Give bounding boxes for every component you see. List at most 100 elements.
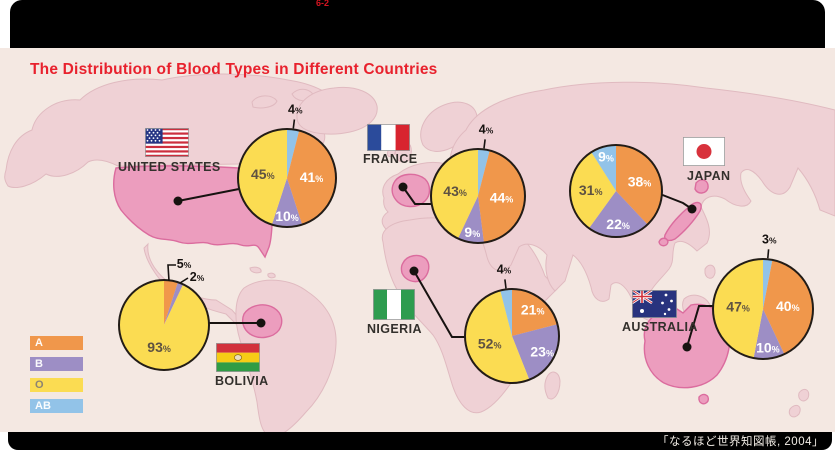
callout-line-nigeria	[413, 270, 466, 338]
slice-label-A: 21%	[521, 301, 545, 317]
pie-outline	[464, 288, 560, 384]
map-region-new-zealand	[798, 388, 810, 402]
map-content-area: 41% 10% 45% 4% 44% 9% 43% 4% 38% 22% 31% 9% 93% 5% 2% 2…	[0, 48, 835, 432]
callout-dot-japan	[687, 204, 697, 214]
map-region-tasmania	[698, 393, 710, 405]
legend-label: A	[35, 337, 43, 349]
legend-item-A: A	[30, 336, 83, 350]
pie-nigeria: 21% 23% 52%	[464, 288, 560, 384]
country-label-australia: AUSTRALIA	[622, 320, 698, 334]
country-label-france: FRANCE	[363, 152, 418, 166]
section-number-label: 6-2	[316, 0, 330, 8]
slice-label-outside-B: 2%	[190, 270, 205, 284]
slice-label-B: 9%	[464, 224, 480, 240]
pie-slice-AB	[763, 259, 773, 309]
slice-label-O: 47%	[726, 299, 750, 315]
slice-label-O: 45%	[251, 166, 275, 182]
pie-slice-AB	[478, 149, 490, 196]
pie-outline	[712, 258, 814, 360]
header-bar: 6-2	[10, 0, 825, 48]
map-region-japan	[658, 237, 669, 247]
pie-outline	[118, 279, 210, 371]
pie-slice-A	[164, 280, 178, 325]
slice-label-A: 44%	[490, 190, 514, 206]
pie-slice-O	[119, 280, 210, 371]
japan-flag-icon	[683, 137, 725, 166]
slice-label-AB: 9%	[598, 149, 614, 165]
pie-australia: 40% 10% 47%	[712, 258, 814, 360]
slice-leader-AB	[767, 249, 770, 259]
callout-line-australia	[686, 305, 713, 348]
legend-label: AB	[35, 400, 51, 412]
map-region-greenland	[296, 86, 378, 135]
pie-slice-AB	[591, 145, 616, 191]
nigeria-flag-icon	[373, 289, 415, 320]
callout-dot-france	[398, 182, 408, 192]
slice-label-O: 93%	[147, 339, 171, 355]
slice-label-outside-AB: 4%	[497, 263, 512, 277]
pie-outline	[237, 128, 337, 228]
slice-label-A: 40%	[776, 298, 800, 314]
pie-slice-B	[271, 178, 303, 227]
slice-label-O: 43%	[443, 183, 467, 199]
slice-label-B: 22%	[606, 216, 630, 232]
callout-dot-nigeria	[409, 266, 419, 276]
slice-leader-AB	[292, 119, 296, 129]
slice-leader-B	[179, 277, 189, 284]
pie-slice-A	[512, 289, 558, 336]
map-region-caribbean	[267, 272, 276, 279]
pie-chart-overlay: 41% 10% 45% 4% 44% 9% 43% 4% 38% 22% 31% 9% 93% 5%2% 2…	[118, 103, 814, 384]
pie-slice-O	[713, 259, 763, 359]
australia-flag-icon	[632, 290, 677, 318]
legend-item-O: O	[30, 378, 83, 392]
pie-outline	[569, 144, 663, 238]
pie-slice-B	[589, 191, 648, 237]
slice-label-A: 41%	[300, 169, 324, 185]
slice-leader-AB	[483, 139, 486, 149]
pie-slice-O	[464, 290, 530, 384]
callout-line-france	[402, 186, 433, 205]
pie-slice-B	[458, 196, 484, 243]
slice-leader-A	[167, 264, 176, 282]
country-label-united-states: UNITED STATES	[118, 160, 221, 174]
pie-slice-A	[763, 259, 813, 355]
pie-slice-A	[287, 130, 337, 225]
blood-type-legend: A B O AB	[30, 336, 83, 420]
country-label-japan: JAPAN	[687, 169, 731, 183]
country-label-nigeria: NIGERIA	[367, 322, 422, 336]
pie-japan: 38% 22% 31% 9%	[569, 144, 663, 238]
us-flag-icon	[145, 128, 189, 157]
pie-france: 44% 9% 43%	[430, 148, 526, 244]
map-region-philippines	[704, 264, 716, 279]
pie-slice-O	[570, 152, 616, 229]
map-region-madagascar	[544, 371, 561, 400]
page-title: The Distribution of Blood Types in Diffe…	[30, 61, 438, 78]
slice-label-outside-AB: 4%	[288, 103, 303, 117]
pie-bolivia: 93%	[118, 279, 210, 371]
callout-line-japan	[659, 193, 693, 210]
slice-label-O: 52%	[478, 335, 502, 351]
pie-slice-AB	[287, 128, 300, 178]
pie-slice-B	[753, 309, 785, 359]
map-region-arctic-islands	[251, 95, 278, 109]
pie-united-states: 41% 10% 45%	[237, 128, 337, 228]
pie-outline	[430, 148, 526, 244]
legend-label: O	[35, 379, 44, 391]
legend-label: B	[35, 358, 43, 370]
country-label-bolivia: BOLIVIA	[215, 374, 269, 388]
bolivia-flag-icon	[216, 343, 260, 372]
slice-label-outside-AB: 3%	[762, 232, 777, 246]
map-region-caribbean	[249, 266, 262, 274]
slice-label-outside-A: 5%	[177, 257, 192, 271]
pie-slice-O	[431, 149, 478, 239]
source-citation: 「なるほど世界知図帳, 2004」	[657, 436, 824, 448]
legend-item-B: B	[30, 357, 83, 371]
callout-dot-bolivia	[256, 318, 266, 328]
map-region-new-zealand	[788, 404, 801, 418]
callout-dot-australia	[682, 342, 692, 352]
pie-slice-A	[478, 150, 525, 243]
slice-label-B: 23%	[530, 343, 554, 359]
legend-item-AB: AB	[30, 399, 83, 413]
map-region-france	[391, 173, 431, 208]
